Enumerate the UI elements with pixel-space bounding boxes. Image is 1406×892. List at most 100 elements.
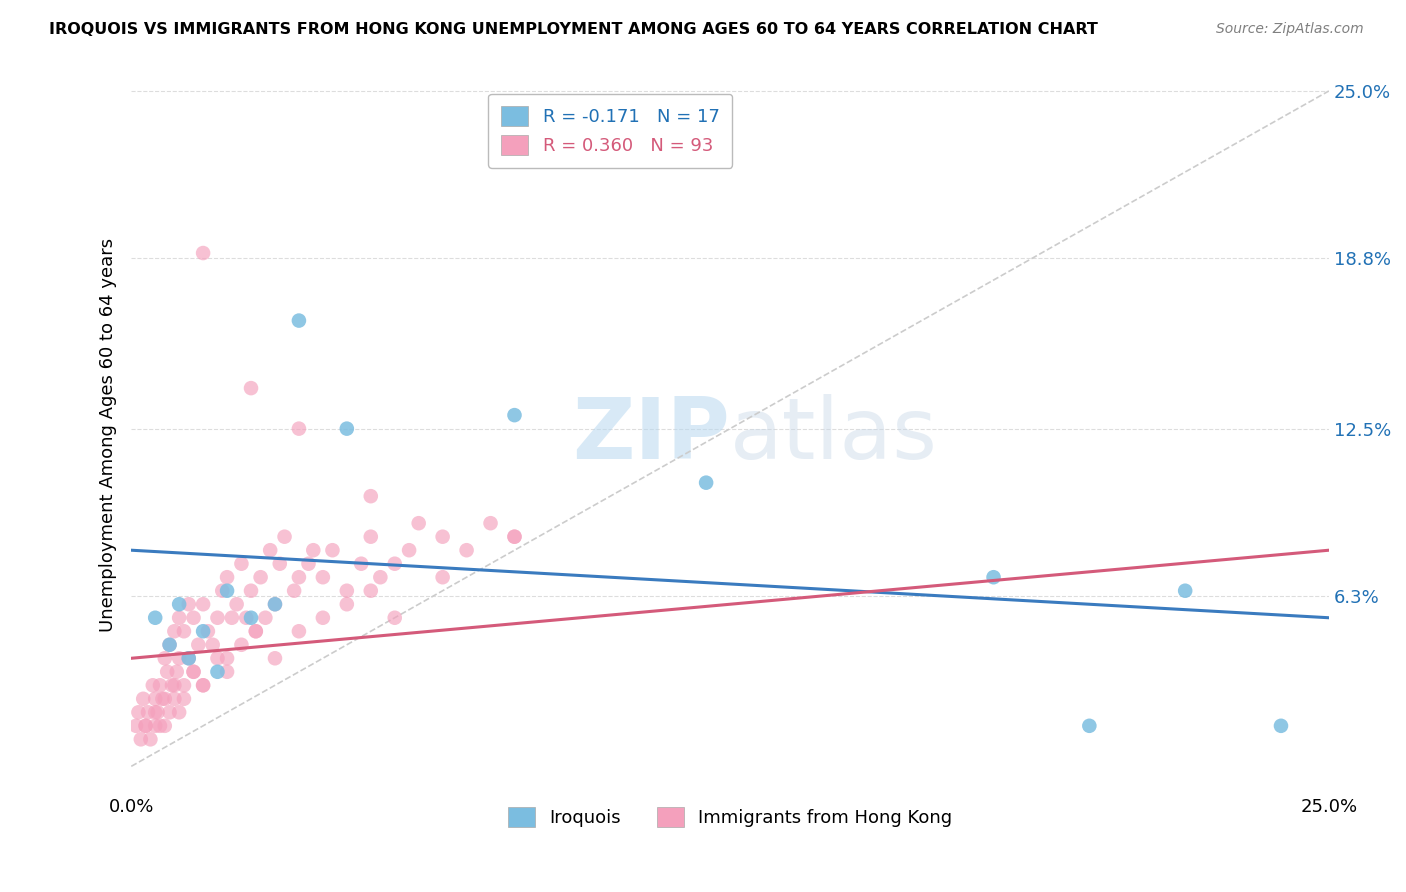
Point — [207, 651, 229, 665]
Text: ZIP: ZIP — [572, 394, 730, 477]
Point — [125, 719, 148, 733]
Point — [240, 381, 263, 395]
Point — [177, 597, 200, 611]
Text: atlas: atlas — [730, 394, 938, 477]
Point — [149, 719, 172, 733]
Text: IROQUOIS VS IMMIGRANTS FROM HONG KONG UNEMPLOYMENT AMONG AGES 60 TO 64 YEARS COR: IROQUOIS VS IMMIGRANTS FROM HONG KONG UN… — [49, 22, 1098, 37]
Point — [139, 732, 162, 747]
Point — [167, 611, 190, 625]
Point — [983, 570, 1005, 584]
Point — [360, 583, 382, 598]
Point — [479, 516, 502, 531]
Point — [143, 691, 166, 706]
Point — [183, 665, 205, 679]
Point — [336, 583, 359, 598]
Point — [312, 570, 335, 584]
Point — [153, 719, 176, 733]
Point — [350, 557, 373, 571]
Point — [336, 597, 359, 611]
Point — [370, 570, 392, 584]
Point — [146, 706, 169, 720]
Point — [695, 475, 717, 490]
Point — [288, 422, 311, 436]
Point — [321, 543, 343, 558]
Point — [288, 313, 311, 327]
Point — [197, 624, 219, 639]
Point — [211, 583, 233, 598]
Point — [163, 691, 186, 706]
Point — [129, 732, 152, 747]
Point — [143, 611, 166, 625]
Point — [336, 422, 359, 436]
Point — [432, 570, 454, 584]
Point — [177, 651, 200, 665]
Point — [173, 678, 195, 692]
Point — [127, 706, 149, 720]
Point — [142, 678, 165, 692]
Point — [398, 543, 420, 558]
Point — [187, 638, 209, 652]
Point — [245, 624, 267, 639]
Point — [264, 597, 287, 611]
Point — [143, 719, 166, 733]
Point — [1078, 719, 1101, 733]
Point — [207, 611, 229, 625]
Point — [153, 691, 176, 706]
Text: Source: ZipAtlas.com: Source: ZipAtlas.com — [1216, 22, 1364, 37]
Point — [288, 570, 311, 584]
Point — [302, 543, 325, 558]
Point — [221, 611, 243, 625]
Point — [215, 570, 238, 584]
Point — [503, 530, 526, 544]
Point — [288, 624, 311, 639]
Point — [456, 543, 478, 558]
Point — [249, 570, 271, 584]
Point — [432, 530, 454, 544]
Legend: Iroquois, Immigrants from Hong Kong: Iroquois, Immigrants from Hong Kong — [501, 800, 960, 834]
Point — [191, 246, 214, 260]
Point — [135, 719, 157, 733]
Point — [408, 516, 430, 531]
Point — [159, 706, 181, 720]
Point — [264, 597, 287, 611]
Point — [360, 530, 382, 544]
Point — [264, 651, 287, 665]
Point — [191, 624, 214, 639]
Point — [149, 678, 172, 692]
Point — [183, 611, 205, 625]
Point — [283, 583, 305, 598]
Point — [153, 651, 176, 665]
Point — [132, 691, 155, 706]
Point — [360, 489, 382, 503]
Point — [1270, 719, 1292, 733]
Point — [167, 597, 190, 611]
Point — [384, 611, 406, 625]
Point — [167, 706, 190, 720]
Point — [503, 408, 526, 422]
Point — [160, 678, 183, 692]
Point — [173, 691, 195, 706]
Point — [150, 691, 173, 706]
Point — [384, 557, 406, 571]
Point — [183, 665, 205, 679]
Point — [163, 678, 186, 692]
Point — [136, 706, 159, 720]
Point — [173, 624, 195, 639]
Point — [191, 678, 214, 692]
Point — [254, 611, 277, 625]
Point — [225, 597, 247, 611]
Point — [312, 611, 335, 625]
Point — [215, 665, 238, 679]
Point — [273, 530, 295, 544]
Point — [166, 665, 188, 679]
Point — [135, 719, 157, 733]
Point — [269, 557, 291, 571]
Point — [231, 638, 253, 652]
Point — [215, 651, 238, 665]
Point — [297, 557, 319, 571]
Point — [207, 665, 229, 679]
Point — [163, 624, 186, 639]
Point — [167, 651, 190, 665]
Point — [201, 638, 224, 652]
Point — [177, 651, 200, 665]
